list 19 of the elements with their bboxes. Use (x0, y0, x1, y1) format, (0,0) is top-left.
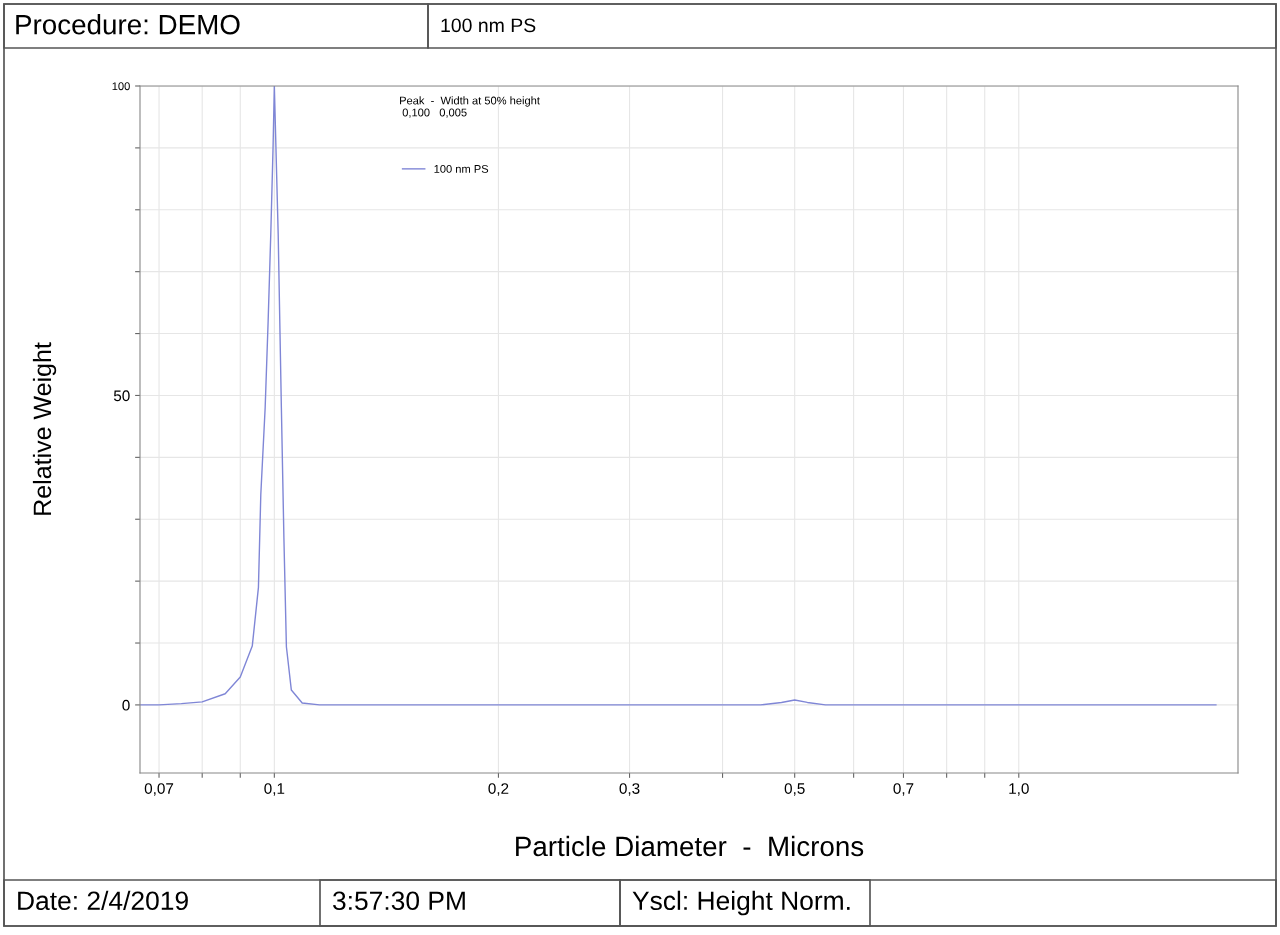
chart-title: Procedure: DEMO (16, 14, 240, 35)
x-tick-label: 0,5 (784, 783, 805, 796)
legend-label: 100 nm PS (434, 164, 489, 173)
text: 3:57:30 PM (333, 891, 465, 911)
x-tick-label: 1,0 (1009, 783, 1029, 796)
x-tick-label: 0,07 (144, 783, 174, 796)
y-axis-title: Relative Weight (32, 342, 57, 515)
y-tick-label: 100 (112, 82, 130, 91)
text: Yscl: Height Norm. (632, 890, 850, 916)
x-axis-title: Particle Diameter - Microns (516, 835, 864, 857)
text: Date: 2/4/2019 (18, 890, 188, 911)
y-tick-label: 50 (113, 390, 130, 402)
x-tick-label: 0,2 (488, 783, 509, 796)
x-tick-label: 0,1 (264, 783, 285, 796)
x-tick-label: 0,7 (893, 783, 914, 796)
y-tick-label: 0 (122, 699, 130, 711)
annotation: Peak - Width at 50% height 0,100 0,005 (400, 96, 540, 118)
x-tick-label: 0,3 (619, 783, 640, 796)
chart-subtitle: 100 nm PS (441, 18, 536, 33)
